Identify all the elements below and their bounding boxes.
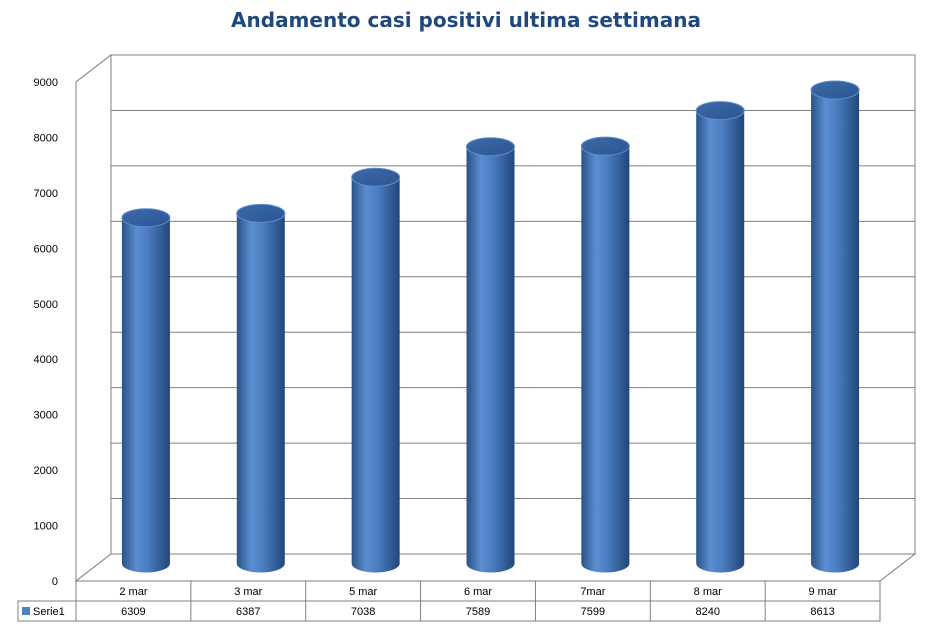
bar-top [236,203,286,223]
y-tick-label: 2000 [34,465,58,477]
x-tick-label: 5 mar [349,586,377,598]
y-tick-label: 3000 [34,410,58,422]
bar [466,137,515,573]
y-tick-label: 1000 [34,521,58,533]
y-tick-label: 9000 [34,77,58,89]
data-label: 7038 [351,606,375,618]
bar-body [466,146,515,573]
data-label: 7599 [581,606,605,618]
legend-series-name: Serie1 [33,606,65,618]
bar-top [580,136,630,156]
bar-body [351,177,400,573]
bar [121,208,171,573]
bar-top [121,208,171,228]
bar-body [121,217,170,573]
y-axis-tick-labels: 0 1000 2000 3000 4000 5000 6000 7000 8000 9000 [34,77,58,588]
chart-title: Andamento casi positivi ultima settimana [231,8,701,32]
bar-top [810,80,860,100]
x-tick-label: 2 mar [119,586,147,598]
side-wall-plane [75,53,112,583]
bar-top [351,167,401,187]
table-value-row [17,600,881,622]
bar-body [236,213,285,573]
bar-top [695,101,745,121]
y-tick-label: 4000 [34,354,58,366]
bar [351,167,401,573]
data-label: 7589 [466,606,490,618]
data-label: 8240 [695,606,719,618]
x-tick-label: 6 mar [464,586,492,598]
data-label: 6387 [236,606,260,618]
data-table: 2 mar 3 mar 5 mar 6 mar 7mar 8 mar 9 mar 6309 63… [17,580,881,622]
legend-swatch [22,607,30,615]
data-label: 6309 [121,606,145,618]
bar-body [811,89,860,573]
x-tick-label: 7mar [580,586,605,598]
plot-side-wall [75,53,112,583]
y-tick-label: 6000 [34,243,58,255]
bars [121,80,860,573]
x-tick-label: 8 mar [694,586,722,598]
bar [580,136,630,573]
bar-top [466,137,515,157]
y-tick-label: 5000 [34,299,58,311]
bar [810,80,860,573]
bar-body [696,110,745,573]
y-tick-label: 8000 [34,132,58,144]
y-tick-label: 7000 [34,188,58,200]
x-tick-label: 9 mar [809,586,837,598]
y-tick-label: 0 [52,576,58,588]
data-label: 8613 [810,606,834,618]
x-tick-label: 3 mar [234,586,262,598]
bar-body [581,146,630,573]
bar [695,101,745,573]
bar [236,203,286,573]
